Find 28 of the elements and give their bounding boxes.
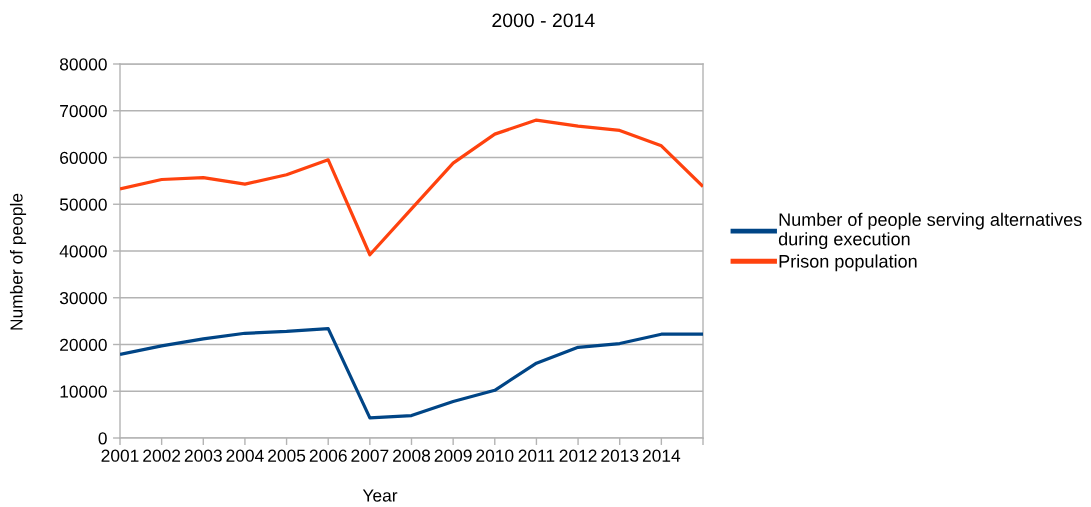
x-axis-title: Year bbox=[362, 489, 398, 502]
x-tick-label: 2007 bbox=[351, 449, 389, 462]
y-tick-label: 0 bbox=[98, 432, 107, 445]
y-tick-label: 50000 bbox=[59, 198, 107, 211]
x-tick-label: 2001 bbox=[101, 449, 139, 462]
x-tick-label: 2004 bbox=[226, 449, 264, 462]
y-tick-label: 80000 bbox=[59, 58, 107, 71]
x-tick-label: 2009 bbox=[434, 449, 472, 462]
y-axis-title: Number of people bbox=[9, 193, 27, 330]
y-tick-label: 20000 bbox=[60, 338, 107, 351]
legend-label: Prison population bbox=[779, 254, 917, 272]
y-tick-label: 70000 bbox=[60, 104, 107, 118]
y-tick-label: 30000 bbox=[59, 291, 107, 305]
x-tick-label: 2012 bbox=[559, 449, 597, 462]
x-tick-label: 2008 bbox=[393, 449, 431, 462]
x-tick-label: 2002 bbox=[143, 449, 181, 462]
y-tick-label: 40000 bbox=[59, 245, 107, 258]
x-tick-label: 2011 bbox=[518, 449, 555, 462]
x-tick-label: 2005 bbox=[268, 449, 306, 462]
legend-label: Number of people serving alternatives during execution bbox=[778, 212, 1082, 250]
y-tick-label: 10000 bbox=[60, 385, 107, 398]
x-tick-label: 2014 bbox=[642, 449, 681, 462]
x-tick-label: 2003 bbox=[184, 449, 222, 462]
x-tick-label: 2010 bbox=[476, 449, 514, 462]
x-tick-label: 2006 bbox=[309, 449, 347, 462]
x-tick-label: 2013 bbox=[601, 449, 639, 462]
y-tick-label: 60000 bbox=[60, 151, 107, 164]
chart-title: 2000 - 2014 bbox=[492, 13, 595, 28]
